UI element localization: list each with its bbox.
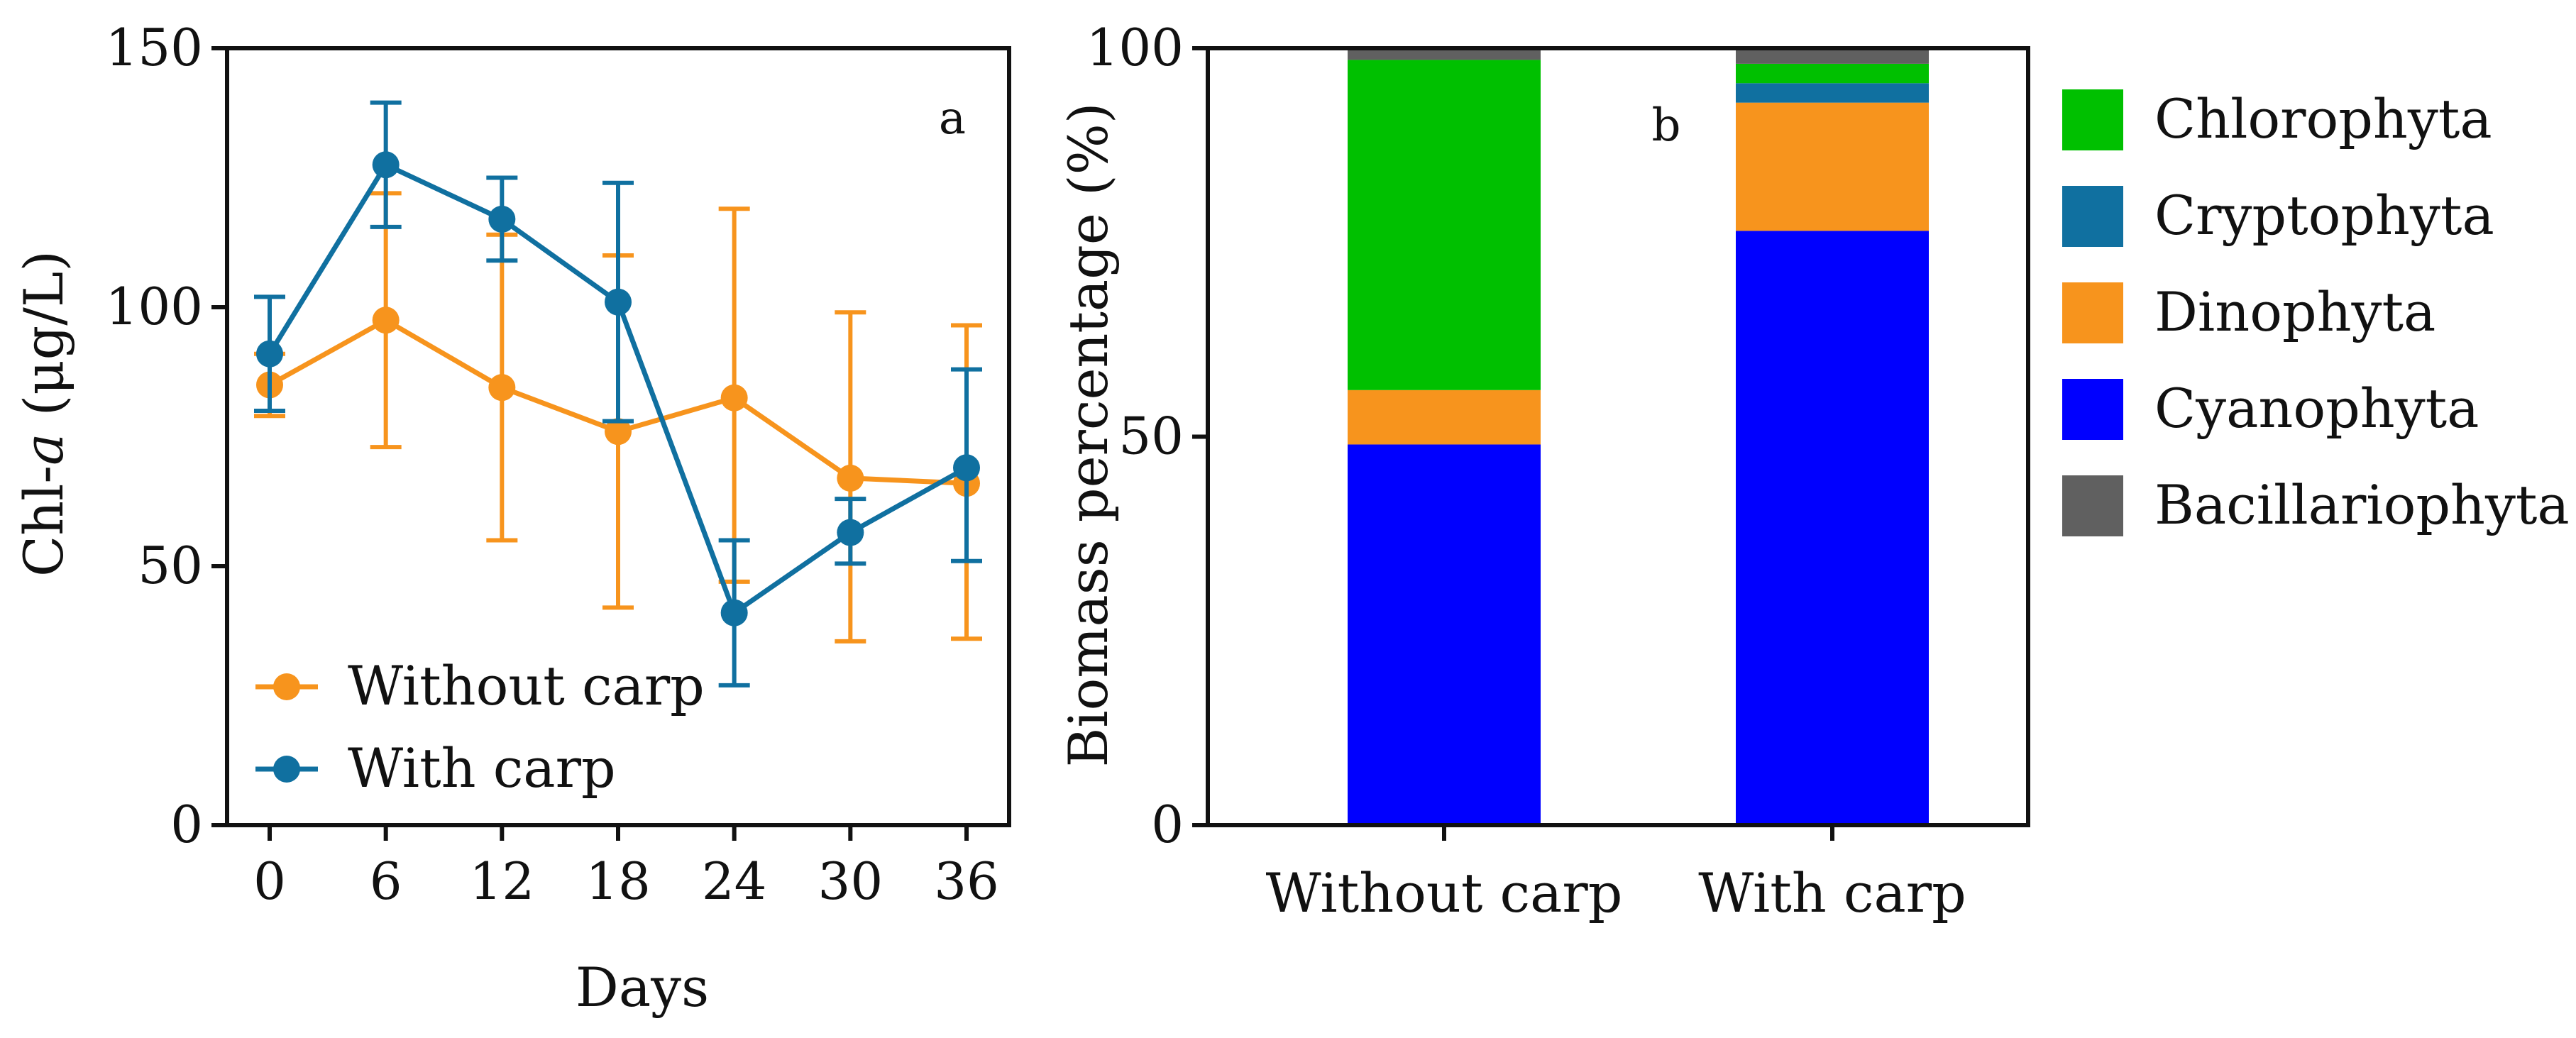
y-tick-label: 50 bbox=[138, 536, 203, 595]
legend-label: Bacillariophyta bbox=[2154, 473, 2570, 536]
y-axis-title-prefix: Chl- bbox=[12, 465, 75, 577]
panel-b-axes: 0 50 100 Without carp With carp bbox=[1086, 18, 2030, 924]
panel-a-x-axis-title: Days bbox=[576, 956, 709, 1019]
x-tick-label: 12 bbox=[470, 851, 535, 911]
bar-segment-bacillariophyta bbox=[1736, 48, 1929, 64]
data-point bbox=[605, 288, 632, 316]
data-point bbox=[372, 307, 400, 334]
data-point bbox=[488, 205, 516, 233]
panel-b-stacked-bar-chart: 0 50 100 Without carp With carp b Biomass pe… bbox=[1057, 18, 2570, 924]
bar-segment-dinophyta bbox=[1736, 102, 1929, 231]
x-tick-label: 30 bbox=[818, 851, 884, 911]
panel-a-line-chart: 0 50 100 150 0 6 12 18 24 30 36 a Days Chl-a (μg/L… bbox=[12, 18, 1011, 1019]
data-point bbox=[837, 464, 864, 492]
legend-label: Dinophyta bbox=[2154, 280, 2435, 343]
bar-segment-chlorophyta bbox=[1348, 60, 1541, 390]
x-tick-label: Without carp bbox=[1266, 861, 1623, 924]
panel-a-legend: Without carp With carp bbox=[255, 654, 705, 800]
y-tick-label: 0 bbox=[1151, 795, 1184, 854]
data-point bbox=[605, 418, 632, 446]
bar-segment-bacillariophyta bbox=[1348, 48, 1541, 60]
legend-swatch-chlorophyta bbox=[2062, 89, 2123, 150]
y-axis-title-suffix: (μg/L) bbox=[12, 250, 75, 434]
data-point bbox=[720, 599, 748, 626]
x-tick-label: 0 bbox=[253, 851, 286, 911]
legend-swatch-cryptophyta bbox=[2062, 186, 2123, 247]
bar-segment-chlorophyta bbox=[1736, 63, 1929, 84]
x-tick-label: 36 bbox=[934, 851, 999, 911]
legend-marker bbox=[273, 756, 300, 783]
x-tick-label: 6 bbox=[370, 851, 402, 911]
y-tick-label: 100 bbox=[106, 277, 203, 336]
series-without-carp bbox=[254, 191, 982, 644]
y-tick-label: 150 bbox=[106, 18, 203, 77]
data-point bbox=[953, 454, 980, 482]
x-tick-label: 18 bbox=[585, 851, 651, 911]
data-point bbox=[720, 384, 748, 412]
panel-b-legend: Chlorophyta Cryptophyta Dinophyta Cyanophyt… bbox=[2062, 87, 2570, 536]
bar-segment-cyanophyta bbox=[1348, 444, 1541, 825]
bar-segment-cyanophyta bbox=[1736, 231, 1929, 825]
legend-label: Cryptophyta bbox=[2154, 184, 2494, 247]
legend-swatch-bacillariophyta bbox=[2062, 475, 2123, 536]
panel-b-label: b bbox=[1652, 99, 1681, 152]
data-point bbox=[837, 519, 864, 546]
legend-label: With carp bbox=[348, 736, 616, 800]
panel-b-bars bbox=[1348, 48, 1929, 825]
legend-label: Chlorophyta bbox=[2154, 87, 2492, 150]
panel-a-axes: 0 50 100 150 0 6 12 18 24 30 36 bbox=[106, 18, 1011, 911]
data-point bbox=[372, 151, 400, 179]
legend-swatch-cyanophyta bbox=[2062, 379, 2123, 440]
bar-stack-without-carp bbox=[1348, 48, 1541, 825]
panel-a-label: a bbox=[939, 92, 966, 145]
series-with-carp bbox=[254, 100, 982, 688]
x-tick-label: With carp bbox=[1698, 861, 1966, 924]
legend-label: Cyanophyta bbox=[2154, 377, 2479, 440]
bar-stack-with-carp bbox=[1736, 48, 1929, 825]
y-tick-label: 100 bbox=[1086, 18, 1184, 77]
panel-b-y-axis-title: Biomass percentage (%) bbox=[1057, 102, 1120, 767]
bar-segment-cryptophyta bbox=[1736, 83, 1929, 103]
y-axis-title-italic: a bbox=[12, 434, 75, 465]
legend-swatch-dinophyta bbox=[2062, 282, 2123, 343]
bar-segment-dinophyta bbox=[1348, 390, 1541, 445]
data-point bbox=[488, 374, 516, 402]
y-tick-label: 0 bbox=[170, 795, 203, 854]
y-tick-label: 50 bbox=[1118, 407, 1184, 466]
data-point bbox=[256, 340, 283, 368]
x-tick-label: 24 bbox=[702, 851, 767, 911]
panel-a-y-axis-title: Chl-a (μg/L) bbox=[12, 250, 75, 577]
panel-a-series bbox=[254, 100, 982, 688]
legend-marker bbox=[273, 673, 300, 700]
legend-label: Without carp bbox=[348, 654, 705, 717]
